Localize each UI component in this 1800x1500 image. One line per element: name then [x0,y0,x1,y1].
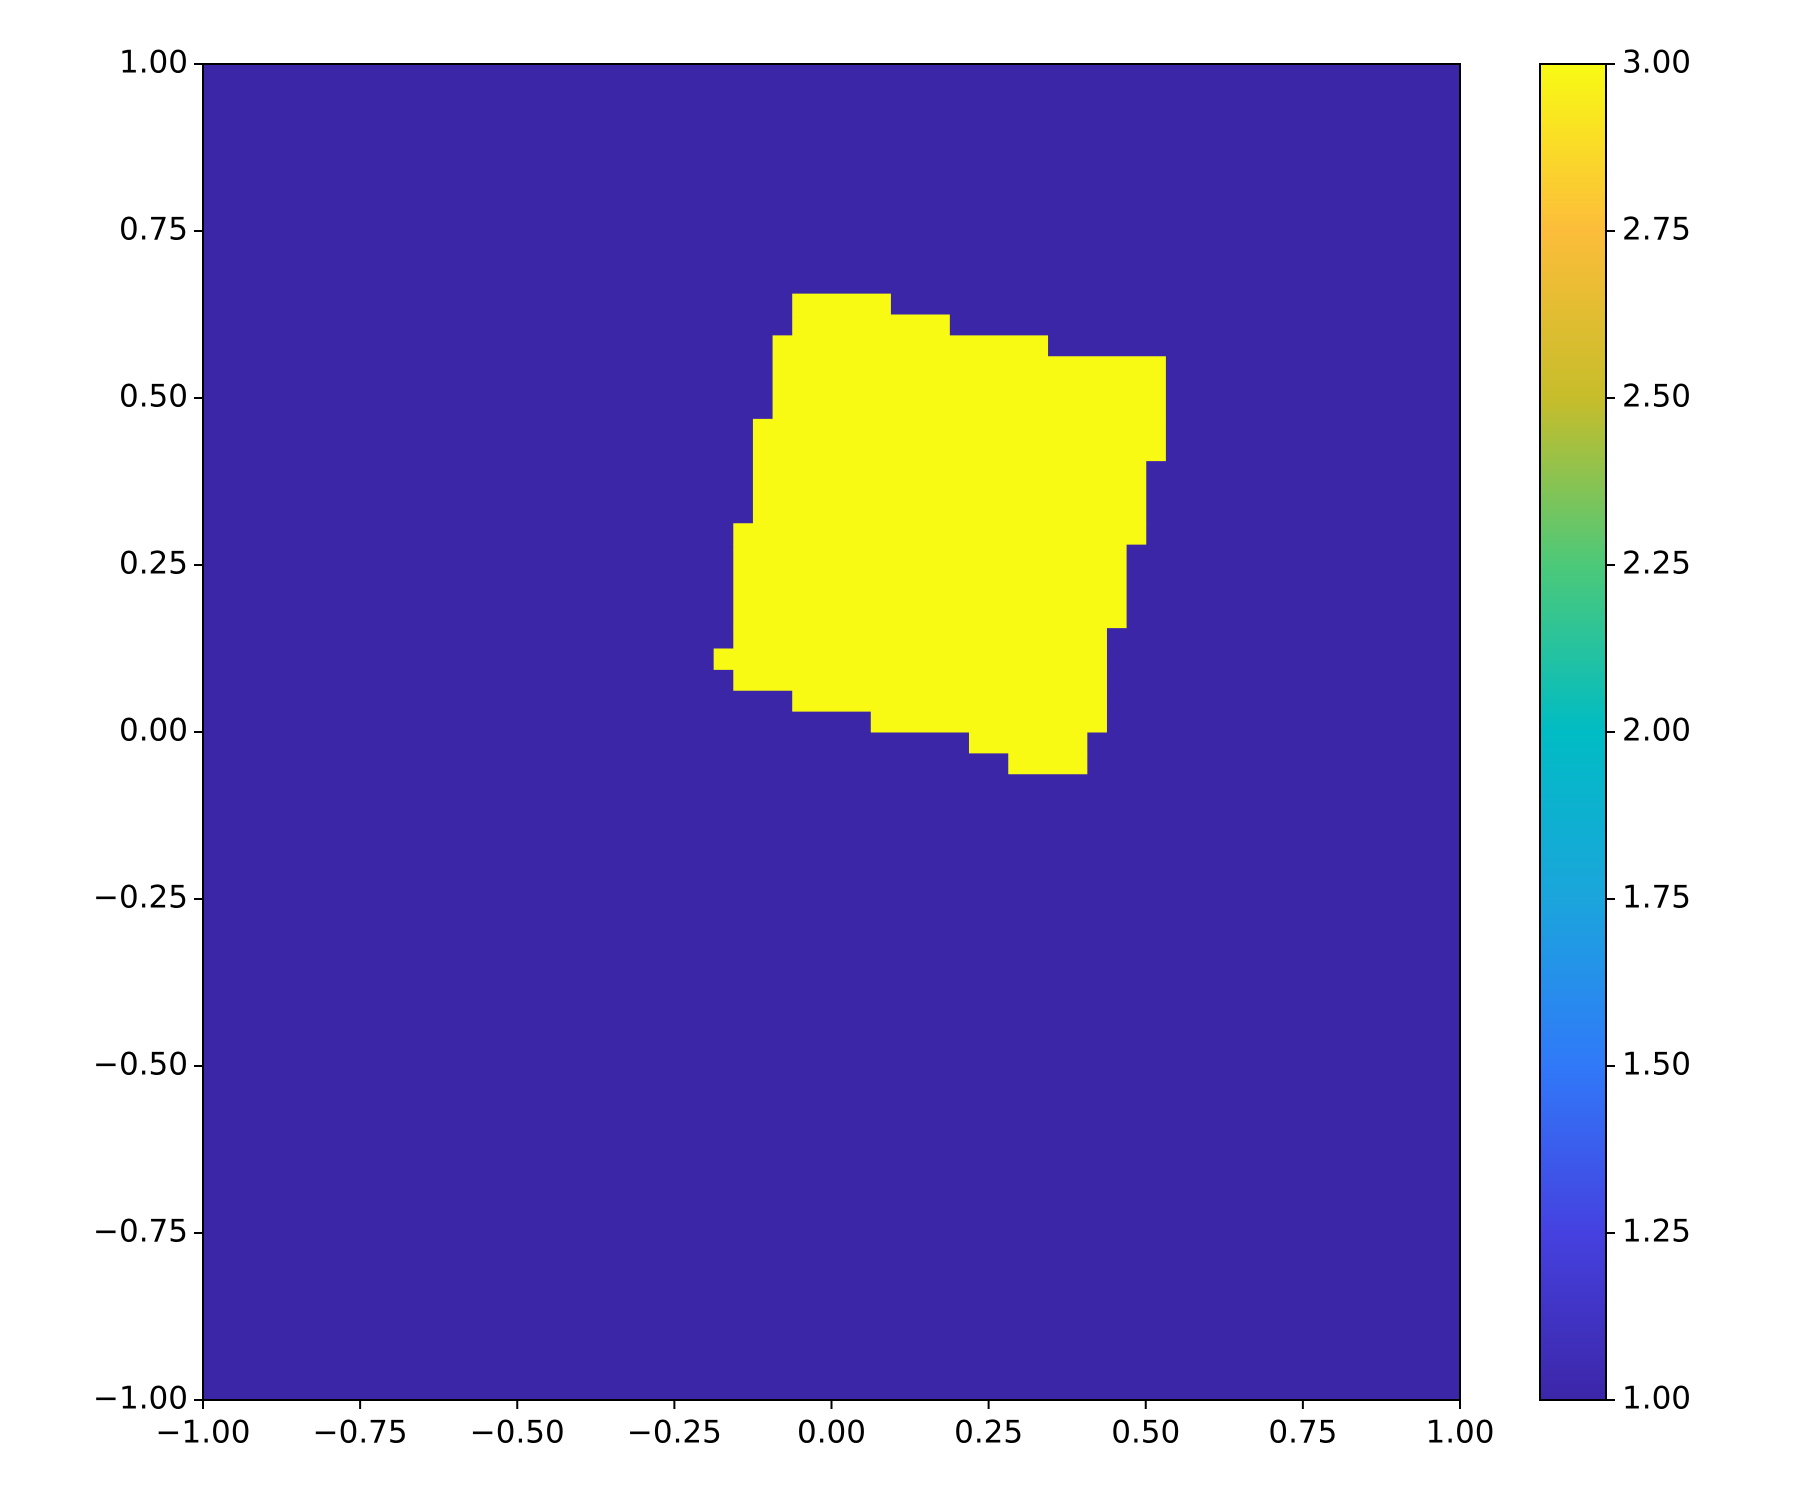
heatmap-cell [733,627,1107,649]
colorbar-tick-label: 1.50 [1622,1047,1691,1083]
y-tick-label: 1.00 [119,45,188,81]
heatmap-cell [713,648,1107,670]
colorbar-tick-label: 2.00 [1622,713,1691,749]
heatmap-cell [792,293,891,315]
colorbar-tick-label: 1.75 [1622,880,1691,916]
x-tick-label: −0.75 [313,1415,408,1451]
heatmap-background [203,64,1460,1400]
x-tick-label: 0.00 [797,1415,866,1451]
colorbar-tick-label: 2.75 [1622,212,1691,248]
colorbar-tick-label: 2.25 [1622,546,1691,582]
heatmap-cell [772,335,1049,357]
x-tick-label: −1.00 [156,1415,251,1451]
x-tick-label: 0.50 [1111,1415,1180,1451]
heatmap-cell [792,690,1107,712]
x-tick-label: −0.25 [627,1415,722,1451]
heatmap-cell [792,314,950,336]
colorbar-tick-label: 1.25 [1622,1214,1691,1250]
heatmap-cell [752,460,1147,524]
y-tick-label: −0.50 [93,1047,188,1083]
x-tick-label: 0.25 [954,1415,1023,1451]
heatmap-cell [752,418,1166,462]
y-tick-label: −1.00 [93,1381,188,1417]
heatmap-cell [870,711,1107,733]
heatmap-cell [968,732,1088,754]
x-tick-label: −0.50 [470,1415,565,1451]
heatmap-cell [733,544,1127,629]
colorbar [1539,63,1607,1401]
heatmap-cell [772,356,1166,420]
colorbar-tick-label: 1.00 [1622,1381,1691,1417]
x-tick-label: 1.00 [1425,1415,1494,1451]
y-tick-label: −0.75 [93,1214,188,1250]
y-tick-label: 0.75 [119,212,188,248]
y-tick-label: 0.00 [119,713,188,749]
y-tick-label: 0.25 [119,546,188,582]
heatmap-cell [733,523,1147,545]
x-tick-label: 0.75 [1268,1415,1337,1451]
colorbar-tick-label: 2.50 [1622,379,1691,415]
colorbar-tick-label: 3.00 [1622,45,1691,81]
y-tick-label: 0.50 [119,379,188,415]
y-tick-label: −0.25 [93,880,188,916]
heatmap-cell [733,669,1107,691]
heatmap-cell [1008,752,1088,775]
